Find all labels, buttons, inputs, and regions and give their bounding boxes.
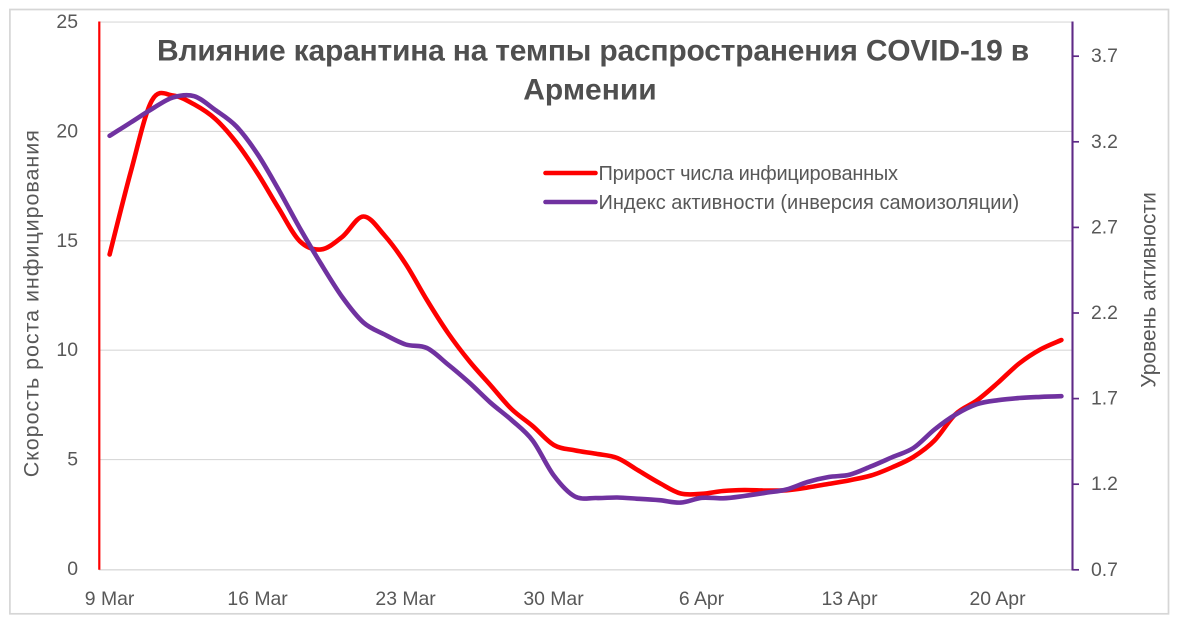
svg-text:15: 15 <box>56 230 78 252</box>
svg-text:25: 25 <box>56 11 78 33</box>
svg-text:5: 5 <box>67 449 78 471</box>
svg-text:6 Apr: 6 Apr <box>679 588 725 610</box>
svg-text:3.7: 3.7 <box>1091 45 1118 67</box>
svg-text:20 Apr: 20 Apr <box>969 588 1026 610</box>
svg-text:2.2: 2.2 <box>1091 302 1118 324</box>
svg-text:20: 20 <box>56 120 78 142</box>
svg-text:Влияние карантина на темпы рас: Влияние карантина на темпы распространен… <box>157 35 1029 68</box>
svg-text:10: 10 <box>56 339 78 361</box>
svg-text:0: 0 <box>67 558 78 580</box>
svg-text:3.2: 3.2 <box>1091 131 1118 153</box>
svg-text:13 Apr: 13 Apr <box>821 588 878 610</box>
svg-text:Прирост числа инфицированных: Прирост числа инфицированных <box>599 163 899 185</box>
svg-text:1.2: 1.2 <box>1091 473 1118 495</box>
svg-text:Уровень активности: Уровень активности <box>1138 192 1161 387</box>
svg-text:Индекс активности (инверсия са: Индекс активности (инверсия самоизоляции… <box>599 192 1020 214</box>
svg-text:23 Mar: 23 Mar <box>375 588 436 610</box>
svg-text:30 Mar: 30 Mar <box>523 588 584 610</box>
svg-text:Скорость роста инфицирования: Скорость роста инфицирования <box>20 129 44 477</box>
svg-text:0.7: 0.7 <box>1091 559 1118 581</box>
svg-text:9 Mar: 9 Mar <box>85 588 135 610</box>
svg-text:2.7: 2.7 <box>1091 216 1118 238</box>
svg-text:16 Mar: 16 Mar <box>227 588 288 610</box>
svg-text:1.7: 1.7 <box>1091 388 1118 410</box>
svg-text:Армении: Армении <box>523 74 656 107</box>
